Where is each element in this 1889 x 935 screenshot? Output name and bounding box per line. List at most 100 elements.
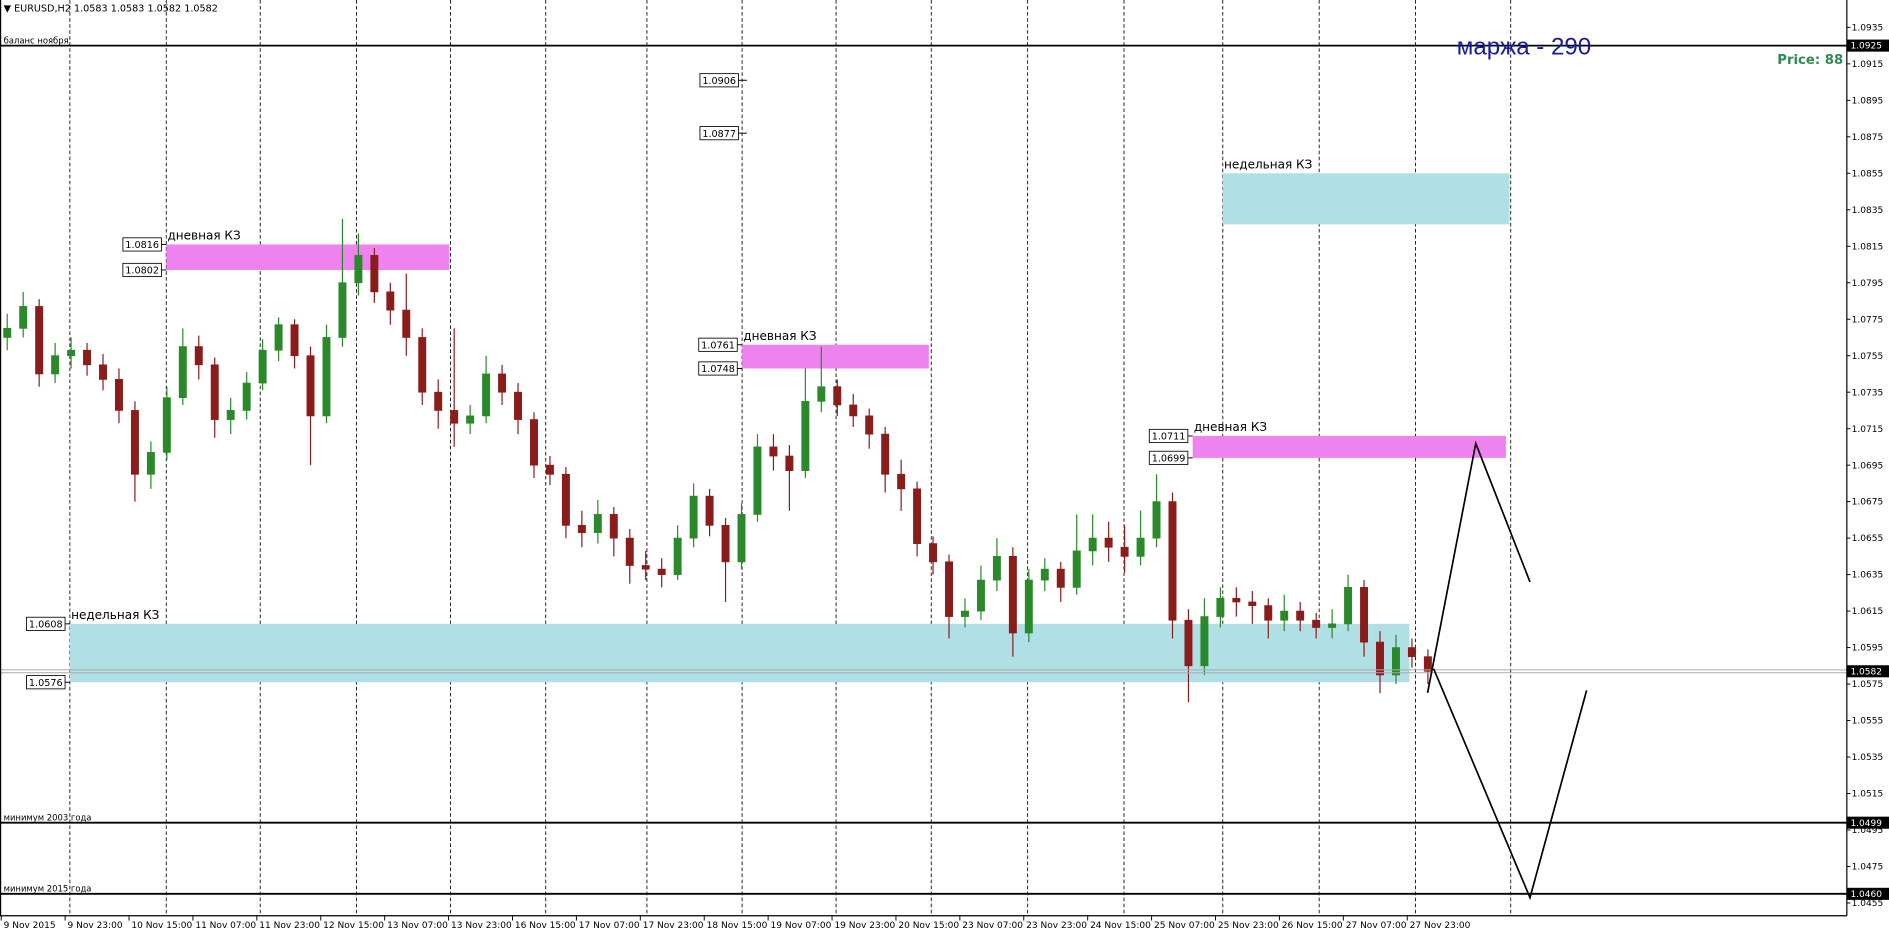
price-box [1148,450,1189,465]
candle-body [721,524,730,563]
candle-body [370,255,379,293]
zone-label: дневная КЗ [1194,420,1267,434]
x-tick-label: 26 Nov 15:00 [1282,921,1343,931]
candle-body [114,379,123,411]
candle-body [1152,501,1161,539]
candle-body [865,415,874,435]
axis-price-label: 1.0460 [1850,890,1882,900]
candle-body [210,364,219,420]
header-arrow: ▼ [4,3,14,14]
price-box [122,237,162,252]
x-tick-label: 13 Nov 07:00 [387,921,448,931]
candle-body [514,391,523,420]
candle-body [1391,647,1400,676]
price-box [698,337,738,352]
price-box-label: 1.0816 [125,240,159,251]
axis-price-box [1846,887,1889,900]
y-tick-label: 1.0675 [1852,498,1884,508]
candle-body [1423,656,1432,672]
candle-body [849,404,858,417]
y-tick-label: 1.0695 [1852,461,1884,471]
y-tick-label: 1.0475 [1852,863,1884,873]
y-tick-label: 1.0715 [1852,425,1884,435]
candle-body [817,386,826,402]
price-box-label: 1.0748 [701,364,735,375]
x-tick-label: 23 Nov 23:00 [1026,921,1087,931]
candle-body [881,433,890,475]
candle-body [99,364,107,380]
candle-body [593,514,602,534]
x-tick-label: 18 Nov 15:00 [707,921,768,931]
candle-body [737,514,746,563]
x-tick-label: 24 Nov 15:00 [1090,921,1151,931]
y-tick-label: 1.0835 [1852,206,1884,216]
y-tick-label: 1.0575 [1852,680,1884,690]
candle-body [1184,619,1193,667]
price-note: Price: 88 [1777,53,1843,68]
candle-body [1072,550,1081,588]
zone-label: недельная КЗ [71,608,159,622]
zone-label: дневная КЗ [167,229,240,243]
candle-body [1407,647,1416,658]
price-box [1148,428,1189,444]
candle-body [1280,610,1289,621]
candle-body [769,446,778,457]
x-tick-label: 20 Nov 15:00 [898,921,959,931]
candle-body [402,309,411,338]
candle-body [1264,605,1273,621]
forecast-line [1426,440,1531,693]
candle-body [274,324,283,351]
candle-body [801,400,810,471]
candle-body [306,355,315,417]
price-box-label: 1.0761 [701,340,735,351]
level-name: минимум 2003 года [4,812,92,822]
zone [1222,173,1510,225]
price-box [26,675,66,690]
candle-body [1360,587,1369,643]
x-tick-label: 19 Nov 07:00 [771,921,832,931]
candle-body [35,306,44,375]
zone-label: дневная КЗ [743,329,816,343]
y-tick-label: 1.0655 [1852,534,1884,544]
zone [69,623,1410,683]
y-tick-label: 1.0615 [1852,607,1884,617]
candle-body [1120,546,1129,557]
candle-body [418,337,427,393]
y-tick-label: 1.0855 [1852,169,1884,179]
axis-price-box [1846,39,1889,52]
candle-body [545,464,554,475]
candle-body [1232,597,1241,603]
y-tick-label: 1.0795 [1852,279,1884,289]
price-box [699,126,739,141]
y-tick-label: 1.0935 [1852,23,1884,33]
candle-body [897,473,906,490]
x-tick-label: 9 Nov 2015 [4,921,56,931]
x-tick-label: 9 Nov 23:00 [68,921,123,931]
y-tick-label: 1.0495 [1852,826,1884,836]
y-tick-label: 1.0875 [1852,133,1884,143]
symbol: EURUSD,H2 [14,3,71,14]
x-tick-label: 17 Nov 07:00 [579,921,640,931]
y-tick-label: 1.0735 [1852,388,1884,398]
candle-body [577,524,586,534]
level-name: минимум 2015 года [4,884,92,894]
axis-price-label: 1.0925 [1850,42,1882,52]
forecast-line [1432,668,1588,901]
candle-body [258,349,267,384]
y-tick-label: 1.0815 [1852,242,1884,252]
candle-body [945,561,953,617]
candle-body [354,255,363,284]
candle-body [961,610,969,617]
x-tick-label: 11 Nov 23:00 [259,921,320,931]
y-tick-label: 1.0595 [1852,644,1884,654]
candle-body [1056,568,1065,588]
header-price: 1.0583 [74,3,108,14]
x-tick-label: 12 Nov 15:00 [323,921,384,931]
candle-body [1024,579,1033,634]
x-tick-label: 10 Nov 15:00 [131,921,192,931]
candle-body [51,355,60,375]
candle-body [434,391,443,411]
candle-body [913,488,922,544]
